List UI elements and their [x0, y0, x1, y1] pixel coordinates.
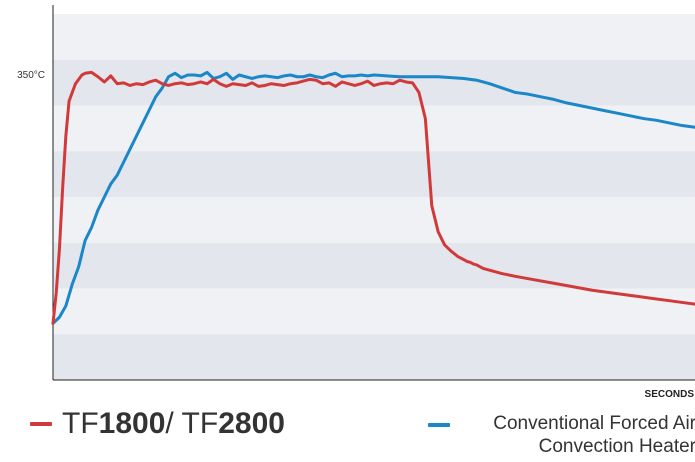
legend-swatch-blue: [428, 423, 450, 427]
legend-swatch-red: [30, 422, 52, 426]
legend-item-conventional: Conventional Forced Air Convection Heate…: [428, 412, 695, 458]
series-line-conventional: [51, 70, 695, 325]
legend-tf-prefix-2: TF: [181, 407, 219, 440]
grid-band: [53, 288, 695, 335]
grid-band: [53, 14, 695, 60]
chart: 350°C SECONDS: [17, 5, 695, 400]
grid-band: [53, 334, 695, 380]
legend-item-tf: TF1800/ TF2800: [30, 407, 285, 441]
series-lines: [51, 70, 695, 325]
grid-band: [53, 151, 695, 197]
legend-tf-model-1: 1800: [98, 407, 166, 440]
background-bands: [53, 14, 695, 380]
y-ticks: 350°C: [17, 70, 45, 81]
x-axis-label: SECONDS: [645, 389, 695, 400]
legend-conventional-line-2: Convection Heater: [538, 436, 695, 457]
grid-band: [53, 242, 695, 289]
legend-label-conventional: Conventional Forced Air Convection Heate…: [454, 412, 695, 458]
legend-conventional-line-1: Conventional Forced Air: [493, 413, 695, 434]
grid-band: [53, 197, 695, 243]
grid-band: [53, 105, 695, 152]
legend-label-tf: TF1800/ TF2800: [62, 407, 285, 441]
series-line-tf: [51, 70, 695, 325]
legend-tf-model-2: 2800: [218, 407, 285, 440]
legend-tf-separator: /: [165, 407, 182, 440]
legend-tf-prefix-1: TF: [62, 407, 99, 440]
y-tick-label: 350°C: [17, 70, 45, 81]
